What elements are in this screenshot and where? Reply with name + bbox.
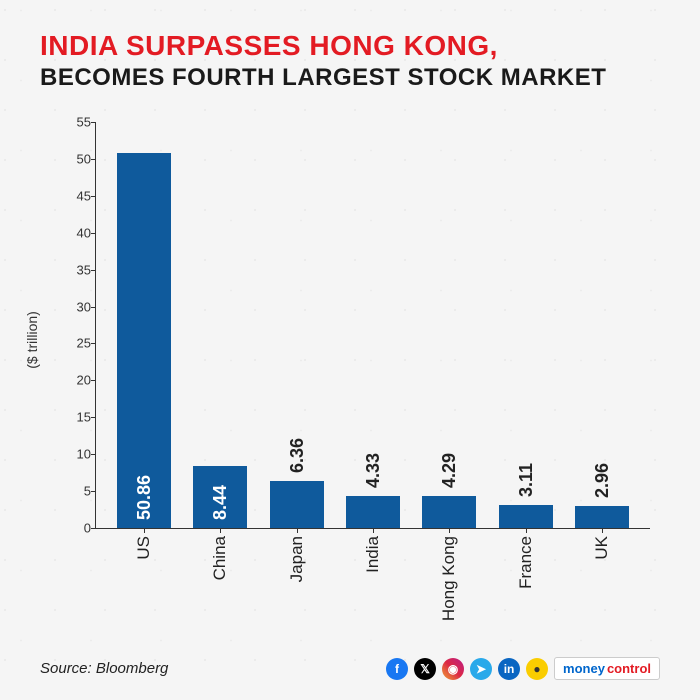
y-tick-label: 25 — [61, 336, 91, 351]
footer: Source: Bloomberg f𝕏 ◉ ➤ in ● moneycontrol — [40, 649, 660, 680]
y-tick-label: 20 — [61, 373, 91, 388]
bar: 2.96 — [575, 506, 629, 528]
x-category-label: France — [516, 536, 536, 589]
y-tick-label: 15 — [61, 410, 91, 425]
y-tick-mark — [91, 270, 96, 271]
instagram-icon[interactable]: ◉ — [442, 658, 464, 680]
y-tick-mark — [91, 233, 96, 234]
source-text: Source: Bloomberg — [40, 660, 168, 677]
moneycontrol-logo[interactable]: moneycontrol — [554, 657, 660, 680]
y-tick-label: 10 — [61, 447, 91, 462]
logo-part2: control — [607, 661, 651, 676]
y-tick-mark — [91, 196, 96, 197]
title-line1: INDIA SURPASSES HONG KONG, — [40, 30, 660, 62]
bars-container: 50.86US8.44China6.36Japan4.33India4.29Ho… — [96, 122, 650, 528]
x-tick-mark — [144, 528, 145, 533]
y-tick-label: 40 — [61, 225, 91, 240]
y-axis-label: ($ trillion) — [24, 311, 40, 369]
bar-value-label: 4.29 — [439, 453, 460, 488]
y-tick-mark — [91, 159, 96, 160]
x-tick-mark — [297, 528, 298, 533]
y-tick-mark — [91, 343, 96, 344]
linkedin-icon[interactable]: in — [498, 658, 520, 680]
bar: 50.86 — [117, 153, 171, 528]
koo-icon[interactable]: ● — [526, 658, 548, 680]
chart-plot: 50.86US8.44China6.36Japan4.33India4.29Ho… — [95, 122, 650, 529]
x-tick-mark — [602, 528, 603, 533]
bar: 8.44 — [193, 466, 247, 528]
y-tick-label: 0 — [61, 521, 91, 536]
logo-part1: money — [563, 661, 605, 676]
x-category-label: Japan — [287, 536, 307, 582]
y-tick-mark — [91, 307, 96, 308]
y-tick-label: 50 — [61, 151, 91, 166]
bar: 4.29 — [422, 496, 476, 528]
facebook-icon[interactable]: f — [386, 658, 408, 680]
bar-wrap: 8.44China — [182, 122, 258, 528]
chart-area: ($ trillion) 50.86US8.44China6.36Japan4.… — [40, 117, 660, 639]
x-twitter-icon[interactable]: 𝕏 — [414, 658, 436, 680]
title-line2: BECOMES FOURTH LARGEST STOCK MARKET — [40, 64, 660, 92]
y-tick-mark — [91, 528, 96, 529]
bar-wrap: 50.86US — [106, 122, 182, 528]
y-tick-label: 5 — [61, 484, 91, 499]
x-category-label: Hong Kong — [439, 536, 459, 621]
y-tick-label: 55 — [61, 115, 91, 130]
bar-value-label: 3.11 — [516, 463, 537, 497]
bar-value-label: 8.44 — [210, 485, 231, 520]
bar-value-label: 2.96 — [592, 463, 613, 498]
y-tick-label: 35 — [61, 262, 91, 277]
y-tick-mark — [91, 122, 96, 123]
bar-wrap: 3.11France — [487, 122, 563, 528]
bar: 6.36 — [270, 481, 324, 528]
y-tick-mark — [91, 380, 96, 381]
y-tick-label: 45 — [61, 188, 91, 203]
x-tick-mark — [526, 528, 527, 533]
bar-wrap: 6.36Japan — [259, 122, 335, 528]
bar-wrap: 4.29Hong Kong — [411, 122, 487, 528]
bar-value-label: 4.33 — [363, 453, 384, 488]
x-category-label: China — [210, 536, 230, 580]
social-icons-row: f𝕏 ◉ ➤ in ● moneycontrol — [386, 657, 660, 680]
y-tick-mark — [91, 491, 96, 492]
bar: 3.11 — [499, 505, 553, 528]
y-tick-mark — [91, 417, 96, 418]
bar-value-label: 6.36 — [287, 438, 308, 473]
bar-value-label: 50.86 — [134, 475, 155, 520]
x-category-label: India — [363, 536, 383, 573]
x-tick-mark — [373, 528, 374, 533]
y-tick-mark — [91, 454, 96, 455]
x-category-label: UK — [592, 536, 612, 560]
bar: 4.33 — [346, 496, 400, 528]
bar-wrap: 4.33India — [335, 122, 411, 528]
x-tick-mark — [220, 528, 221, 533]
x-tick-mark — [449, 528, 450, 533]
telegram-icon[interactable]: ➤ — [470, 658, 492, 680]
title-block: INDIA SURPASSES HONG KONG, BECOMES FOURT… — [40, 30, 660, 92]
infographic-container: INDIA SURPASSES HONG KONG, BECOMES FOURT… — [0, 0, 700, 700]
bar-wrap: 2.96UK — [564, 122, 640, 528]
y-tick-label: 30 — [61, 299, 91, 314]
x-category-label: US — [134, 536, 154, 560]
